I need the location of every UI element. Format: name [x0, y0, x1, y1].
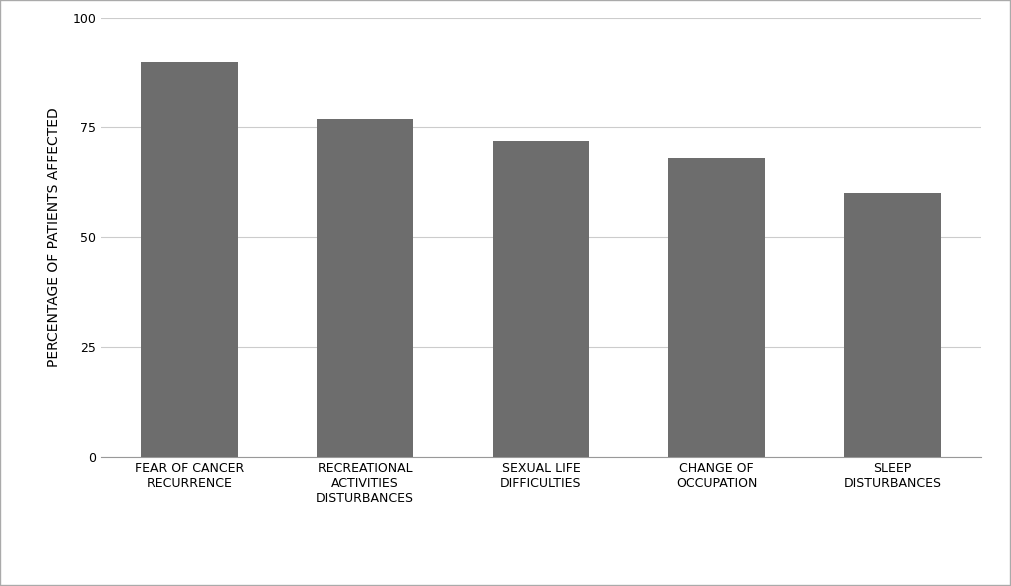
Legend: FACTORS WHERE MORE THAN 50% OF PATIENTS GOT AFFECTED: FACTORS WHERE MORE THAN 50% OF PATIENTS … — [269, 583, 813, 586]
Y-axis label: PERCENTAGE OF PATIENTS AFFECTED: PERCENTAGE OF PATIENTS AFFECTED — [48, 107, 62, 367]
Bar — [492, 141, 589, 457]
Bar — [668, 158, 765, 457]
Bar — [844, 193, 940, 457]
Bar — [316, 118, 413, 457]
Bar — [142, 62, 238, 457]
